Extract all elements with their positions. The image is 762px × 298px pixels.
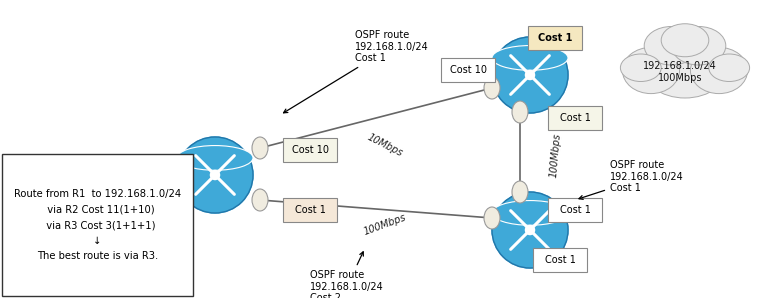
Ellipse shape	[623, 47, 680, 94]
Text: R3: R3	[522, 272, 538, 282]
Text: Cost 1: Cost 1	[538, 33, 572, 43]
Ellipse shape	[177, 145, 253, 170]
Ellipse shape	[512, 101, 528, 123]
Text: Cost 1: Cost 1	[545, 255, 575, 265]
Ellipse shape	[492, 46, 568, 70]
Ellipse shape	[644, 27, 699, 65]
Text: R2: R2	[522, 117, 538, 127]
FancyBboxPatch shape	[528, 26, 582, 50]
Text: 192.168.1.0/24
100Mbps: 192.168.1.0/24 100Mbps	[643, 61, 717, 83]
Text: Cost 1: Cost 1	[559, 205, 591, 215]
Circle shape	[210, 170, 219, 180]
Circle shape	[526, 226, 535, 235]
Ellipse shape	[671, 27, 725, 65]
Text: Route from R1  to 192.168.1.0/24
  via R2 Cost 11(1+10)
  via R3 Cost 3(1+1+1)
↓: Route from R1 to 192.168.1.0/24 via R2 C…	[14, 189, 181, 261]
FancyBboxPatch shape	[2, 154, 193, 296]
Text: OSPF route
192.168.1.0/24
Cost 1: OSPF route 192.168.1.0/24 Cost 1	[579, 160, 684, 199]
FancyBboxPatch shape	[548, 198, 602, 222]
FancyBboxPatch shape	[283, 138, 337, 162]
Text: Cost 10: Cost 10	[292, 145, 328, 155]
FancyBboxPatch shape	[441, 58, 495, 82]
Text: OSPF route
192.168.1.0/24
Cost 1: OSPF route 192.168.1.0/24 Cost 1	[283, 30, 429, 113]
Ellipse shape	[641, 32, 729, 98]
Circle shape	[177, 137, 253, 213]
Text: R1: R1	[207, 217, 223, 227]
Ellipse shape	[512, 181, 528, 203]
Text: 10Mbps: 10Mbps	[366, 132, 405, 158]
FancyBboxPatch shape	[533, 248, 587, 272]
Ellipse shape	[484, 207, 500, 229]
Text: 100Mbps: 100Mbps	[362, 213, 408, 237]
Circle shape	[492, 37, 568, 113]
Text: Cost 10: Cost 10	[450, 65, 486, 75]
Text: OSPF route
192.168.1.0/24
Cost 2: OSPF route 192.168.1.0/24 Cost 2	[310, 252, 384, 298]
Ellipse shape	[661, 24, 709, 57]
Text: Cost 1: Cost 1	[295, 205, 325, 215]
Text: 100Mbps: 100Mbps	[548, 132, 562, 178]
Ellipse shape	[492, 201, 568, 225]
Circle shape	[492, 192, 568, 268]
FancyBboxPatch shape	[283, 198, 337, 222]
Circle shape	[526, 70, 535, 80]
Ellipse shape	[252, 137, 268, 159]
Ellipse shape	[484, 77, 500, 99]
Ellipse shape	[620, 54, 661, 81]
Ellipse shape	[690, 47, 748, 94]
Ellipse shape	[252, 189, 268, 211]
Ellipse shape	[709, 54, 750, 81]
FancyBboxPatch shape	[548, 106, 602, 130]
Text: Cost 1: Cost 1	[559, 113, 591, 123]
